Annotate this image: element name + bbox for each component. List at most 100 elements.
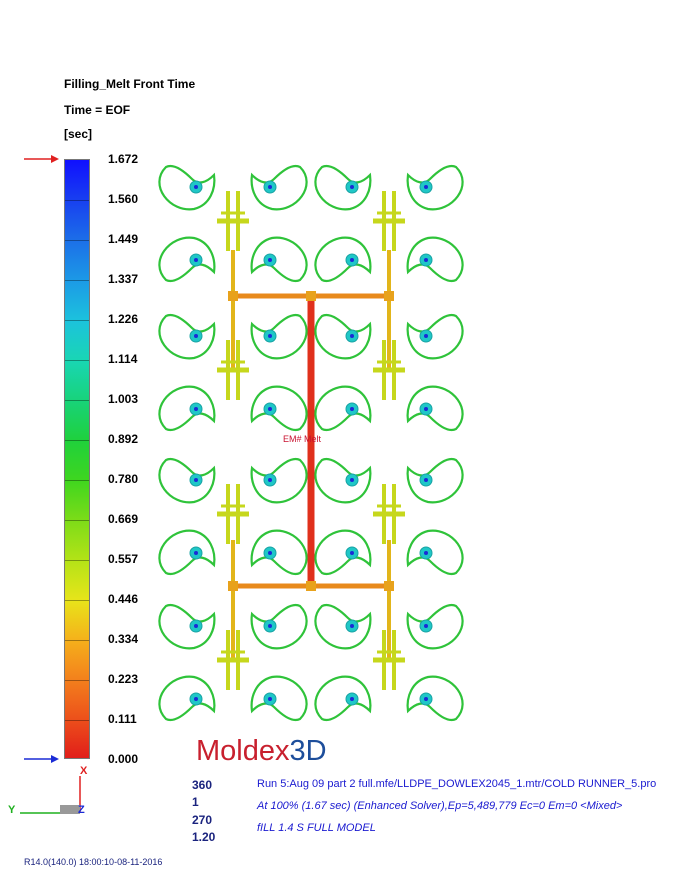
axis-x-label: X	[80, 765, 88, 777]
legend-tick-label: 0.892	[108, 432, 139, 446]
part-cavity	[314, 164, 372, 211]
gate-center	[424, 551, 428, 555]
part-outline	[314, 457, 372, 504]
gate-center	[194, 551, 198, 555]
part-outline	[250, 236, 308, 283]
gate-center	[268, 551, 272, 555]
color-band-separator	[65, 320, 89, 321]
gate-center	[268, 185, 272, 189]
legend-tick-label: 1.672	[108, 152, 139, 166]
min-arrow-icon	[24, 755, 59, 763]
part-cavity	[158, 164, 216, 211]
gate-center	[350, 624, 354, 628]
part-outline	[314, 529, 372, 576]
part-cavity	[406, 164, 464, 211]
solver-info: At 100% (1.67 sec) (Enhanced Solver),Ep=…	[257, 800, 623, 812]
part-outline	[314, 675, 372, 722]
gate-center	[194, 624, 198, 628]
gate-center	[350, 697, 354, 701]
color-band	[65, 360, 89, 401]
gate-center	[268, 407, 272, 411]
legend-tick-label: 1.560	[108, 192, 139, 206]
part-outline	[158, 236, 216, 283]
part-outline	[250, 164, 308, 211]
part-outline	[406, 164, 464, 211]
legend-tick-label: 1.226	[108, 312, 139, 326]
axis-z-label: Z	[78, 804, 85, 816]
part-outline	[406, 529, 464, 576]
part-outline	[406, 236, 464, 283]
gate-center	[424, 697, 428, 701]
part-cavity	[158, 675, 216, 722]
part-outline	[406, 313, 464, 360]
part-cavity	[158, 529, 216, 576]
part-outline	[314, 164, 372, 211]
color-band	[65, 280, 89, 321]
color-band-separator	[65, 400, 89, 401]
gate-center	[350, 258, 354, 262]
part-cavity	[314, 385, 372, 432]
gate-center	[194, 258, 198, 262]
legend-tick-label: 1.449	[108, 232, 139, 246]
color-band-separator	[65, 600, 89, 601]
color-band	[65, 640, 89, 681]
part-cavity	[250, 385, 308, 432]
legend-tick-label: 0.334	[108, 632, 139, 646]
part-cavity	[314, 457, 372, 504]
axis-triad	[20, 776, 81, 814]
color-band	[65, 440, 89, 481]
part-cavity	[314, 236, 372, 283]
stat-value-2: 1	[192, 795, 199, 809]
part-cavity	[314, 529, 372, 576]
runner-system	[217, 191, 405, 690]
time-label: Time = EOF	[64, 103, 131, 117]
legend-tick-label: 1.003	[108, 392, 139, 406]
color-band	[65, 600, 89, 641]
gate-center	[424, 624, 428, 628]
color-band-separator	[65, 360, 89, 361]
color-band	[65, 720, 89, 758]
part-outline	[250, 457, 308, 504]
part-cavity	[250, 603, 308, 650]
runner-joint	[306, 581, 316, 591]
logo-text-main: Moldex	[196, 735, 290, 767]
part-outline	[158, 385, 216, 432]
part-cavity	[314, 313, 372, 360]
part-cavity	[250, 236, 308, 283]
part-cavity	[406, 313, 464, 360]
part-cavity	[158, 457, 216, 504]
part-cavity	[250, 457, 308, 504]
stat-value-1: 360	[192, 778, 213, 792]
gate-center	[268, 258, 272, 262]
run-info: Run 5:Aug 09 part 2 full.mfe/LLDPE_DOWLE…	[257, 778, 657, 790]
part-outline	[158, 313, 216, 360]
part-outline	[250, 385, 308, 432]
runner-joint	[384, 291, 394, 301]
part-cavity	[406, 385, 464, 432]
color-band-separator	[65, 680, 89, 681]
gate-center	[194, 407, 198, 411]
color-band-separator	[65, 280, 89, 281]
part-outline	[250, 675, 308, 722]
gate-center	[268, 697, 272, 701]
gate-center	[424, 185, 428, 189]
gate-center	[194, 478, 198, 482]
gate-center	[194, 334, 198, 338]
gate-center	[424, 407, 428, 411]
part-outline	[250, 603, 308, 650]
color-band-separator	[65, 560, 89, 561]
part-outline	[250, 313, 308, 360]
runner-joint	[384, 581, 394, 591]
color-band-separator	[65, 640, 89, 641]
result-title: Filling_Melt Front Time	[64, 77, 196, 91]
stat-value-3: 270	[192, 813, 213, 827]
part-outline	[158, 457, 216, 504]
logo-text-3d: 3D	[289, 735, 327, 767]
inlet-label: EM# Melt	[283, 434, 322, 444]
part-cavity	[406, 529, 464, 576]
part-outline	[158, 603, 216, 650]
part-cavity	[314, 603, 372, 650]
gate-center	[268, 624, 272, 628]
part-cavity	[158, 313, 216, 360]
